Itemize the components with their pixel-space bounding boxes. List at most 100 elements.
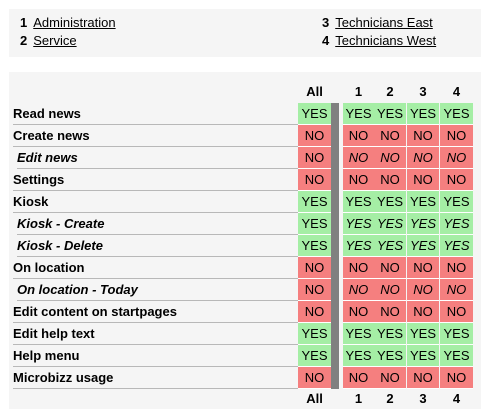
permission-cell-all[interactable]: NO bbox=[298, 279, 331, 301]
legend-item-1: 1 Administration bbox=[20, 15, 116, 31]
permission-label: Microbizz usage bbox=[13, 367, 298, 389]
legend-item-2: 2 Service bbox=[20, 33, 77, 49]
permission-cell-4[interactable]: NO bbox=[440, 169, 473, 191]
column-separator bbox=[331, 235, 339, 257]
column-separator bbox=[331, 147, 339, 169]
permissions-table: All 1 2 3 4 Read news YES YES YES YES YES Create n… bbox=[9, 72, 481, 409]
legend-link-service[interactable]: Service bbox=[33, 33, 77, 48]
permission-cell-2[interactable]: YES bbox=[374, 191, 406, 213]
permission-cell-2[interactable]: YES bbox=[374, 213, 406, 235]
permission-cell-1[interactable]: NO bbox=[343, 301, 374, 323]
permission-cell-4[interactable]: YES bbox=[440, 235, 473, 257]
permission-cell-2[interactable]: YES bbox=[374, 323, 406, 345]
permission-cell-3[interactable]: YES bbox=[407, 323, 439, 345]
table-row: Read news YES YES YES YES YES bbox=[9, 103, 481, 125]
permission-cell-all[interactable]: NO bbox=[298, 301, 331, 323]
permission-cell-2[interactable]: NO bbox=[374, 147, 406, 169]
permission-cell-all[interactable]: YES bbox=[298, 103, 331, 125]
permission-cell-3[interactable]: NO bbox=[407, 279, 439, 301]
permission-cell-1[interactable]: NO bbox=[343, 257, 374, 279]
table-row: On location - Today NO NO NO NO NO bbox=[9, 279, 481, 301]
permission-cell-1[interactable]: NO bbox=[343, 367, 374, 389]
permission-cell-3[interactable]: YES bbox=[407, 235, 439, 257]
permission-cell-all[interactable]: YES bbox=[298, 235, 331, 257]
permission-cell-4[interactable]: NO bbox=[440, 301, 473, 323]
permission-label: Kiosk - Delete bbox=[17, 235, 298, 257]
permission-label: Kiosk - Create bbox=[17, 213, 298, 235]
table-row: On location NO NO NO NO NO bbox=[9, 257, 481, 279]
table-row: Create news NO NO NO NO NO bbox=[9, 125, 481, 147]
permission-cell-2[interactable]: NO bbox=[374, 169, 406, 191]
permission-cell-all[interactable]: YES bbox=[298, 191, 331, 213]
permission-cell-3[interactable]: NO bbox=[407, 367, 439, 389]
header-col-3: 3 bbox=[419, 84, 427, 99]
permission-cell-2[interactable]: YES bbox=[374, 235, 406, 257]
permission-cell-all[interactable]: YES bbox=[298, 345, 331, 367]
permission-cell-4[interactable]: YES bbox=[440, 213, 473, 235]
permission-cell-1[interactable]: YES bbox=[343, 345, 374, 367]
permission-cell-4[interactable]: NO bbox=[440, 125, 473, 147]
footer-col-2: 2 bbox=[386, 391, 394, 406]
column-separator bbox=[331, 367, 339, 389]
legend-link-administration[interactable]: Administration bbox=[33, 15, 116, 30]
permission-cell-all[interactable]: YES bbox=[298, 213, 331, 235]
permission-cell-1[interactable]: YES bbox=[343, 191, 374, 213]
permission-cell-4[interactable]: NO bbox=[440, 367, 473, 389]
permission-cell-3[interactable]: NO bbox=[407, 301, 439, 323]
permission-cell-4[interactable]: YES bbox=[440, 323, 473, 345]
column-separator bbox=[331, 191, 339, 213]
permission-cell-all[interactable]: NO bbox=[298, 147, 331, 169]
permission-cell-1[interactable]: NO bbox=[343, 169, 374, 191]
header-col-1: 1 bbox=[354, 84, 363, 99]
permission-label: Create news bbox=[13, 125, 298, 147]
header-col-4: 4 bbox=[452, 84, 461, 99]
permission-cell-all[interactable]: NO bbox=[298, 125, 331, 147]
permission-cell-1[interactable]: YES bbox=[343, 323, 374, 345]
permission-cell-4[interactable]: NO bbox=[440, 257, 473, 279]
permission-cell-2[interactable]: YES bbox=[374, 345, 406, 367]
permission-cell-all[interactable]: NO bbox=[298, 169, 331, 191]
permission-cell-3[interactable]: NO bbox=[407, 125, 439, 147]
permission-cell-3[interactable]: NO bbox=[407, 257, 439, 279]
permission-cell-3[interactable]: YES bbox=[407, 103, 439, 125]
permission-label: Edit content on startpages bbox=[13, 301, 298, 323]
permission-cell-all[interactable]: YES bbox=[298, 323, 331, 345]
footer-col-1: 1 bbox=[354, 391, 363, 406]
permission-label: Help menu bbox=[13, 345, 298, 367]
column-separator bbox=[331, 301, 339, 323]
permission-cell-2[interactable]: NO bbox=[374, 279, 406, 301]
permission-cell-1[interactable]: YES bbox=[343, 103, 374, 125]
permission-cell-2[interactable]: NO bbox=[374, 257, 406, 279]
permission-cell-1[interactable]: NO bbox=[343, 147, 374, 169]
permission-cell-2[interactable]: NO bbox=[374, 367, 406, 389]
permission-cell-3[interactable]: YES bbox=[407, 213, 439, 235]
legend-link-technicians-west[interactable]: Technicians West bbox=[335, 33, 437, 48]
header-col-all: All bbox=[306, 84, 323, 99]
permission-cell-1[interactable]: NO bbox=[343, 279, 374, 301]
table-row: Microbizz usage NO NO NO NO NO bbox=[9, 367, 481, 389]
permission-cell-4[interactable]: YES bbox=[440, 345, 473, 367]
permission-cell-2[interactable]: NO bbox=[374, 301, 406, 323]
permission-cell-2[interactable]: NO bbox=[374, 125, 406, 147]
permission-cell-1[interactable]: NO bbox=[343, 125, 374, 147]
permission-cell-2[interactable]: YES bbox=[374, 103, 406, 125]
permission-cell-1[interactable]: YES bbox=[343, 235, 374, 257]
permission-cell-all[interactable]: NO bbox=[298, 367, 331, 389]
column-separator bbox=[331, 257, 339, 279]
permission-cell-4[interactable]: NO bbox=[440, 147, 473, 169]
permission-cell-3[interactable]: YES bbox=[407, 345, 439, 367]
legend-link-technicians-east[interactable]: Technicians East bbox=[335, 15, 433, 30]
permission-cell-1[interactable]: YES bbox=[343, 213, 374, 235]
permission-cell-4[interactable]: YES bbox=[440, 103, 473, 125]
legend-item-4: 4 Technicians West bbox=[322, 33, 436, 49]
table-footer-row: All 1 2 3 4 bbox=[9, 388, 481, 410]
permission-cell-all[interactable]: NO bbox=[298, 257, 331, 279]
permission-cell-4[interactable]: YES bbox=[440, 191, 473, 213]
permission-label: On location - Today bbox=[17, 279, 298, 301]
permission-cell-3[interactable]: NO bbox=[407, 169, 439, 191]
table-row: Kiosk YES YES YES YES YES bbox=[9, 191, 481, 213]
permission-cell-3[interactable]: NO bbox=[407, 147, 439, 169]
footer-col-4: 4 bbox=[452, 391, 461, 406]
permission-cell-4[interactable]: NO bbox=[440, 279, 473, 301]
permission-cell-3[interactable]: YES bbox=[407, 191, 439, 213]
